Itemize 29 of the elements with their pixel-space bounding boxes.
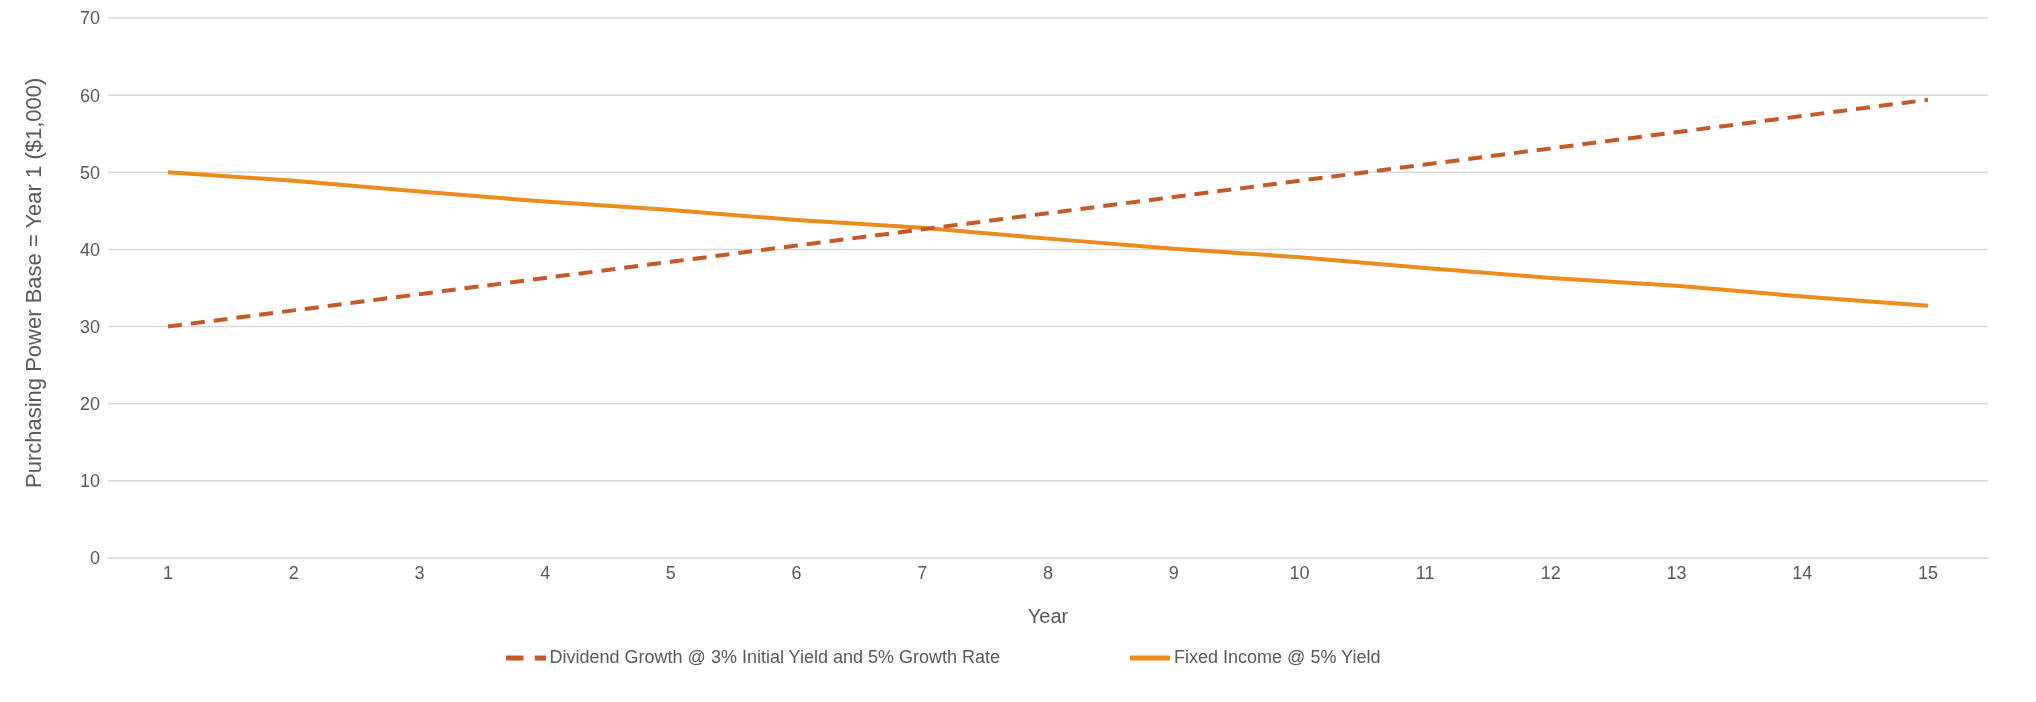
x-tick-label: 12 [1540, 562, 1561, 583]
x-axis-title: Year [1027, 605, 1069, 627]
x-tick-label: 5 [665, 562, 676, 583]
y-tick-label: 60 [79, 85, 100, 106]
x-tick-label: 10 [1289, 562, 1310, 583]
line-series [166, 97, 1930, 329]
x-tick-label: 1 [162, 562, 174, 583]
x-tick-label: 4 [540, 562, 551, 583]
y-axis-title: Purchasing Power Base = Year 1 ($1,000) [20, 77, 46, 488]
legend-label: Dividend Growth @ 3% Initial Yield and 5% Growth Rate [549, 646, 1001, 667]
y-tick-label: 10 [79, 471, 100, 492]
y-tick-label: 20 [79, 394, 100, 415]
x-tick-label: 2 [288, 562, 299, 583]
x-tick-label: 11 [1415, 562, 1435, 583]
x-tick-label: 15 [1917, 562, 1939, 583]
line-series [166, 170, 1930, 308]
x-tick-label: 7 [917, 562, 928, 583]
y-tick-label: 70 [79, 8, 100, 29]
legend-label: Fixed Income @ 5% Yield [1174, 646, 1381, 667]
x-tick-label: 14 [1792, 562, 1813, 583]
x-tick-label: 13 [1666, 562, 1687, 583]
x-tick-label: 8 [1042, 562, 1054, 583]
x-tick-label: 6 [791, 562, 802, 583]
y-tick-label: 30 [79, 316, 100, 337]
x-tick-label: 9 [1168, 562, 1179, 583]
y-tick-label: 40 [79, 239, 100, 260]
y-tick-label: 0 [89, 548, 100, 569]
x-tick-label: 3 [414, 562, 425, 583]
y-tick-label: 50 [79, 162, 100, 183]
